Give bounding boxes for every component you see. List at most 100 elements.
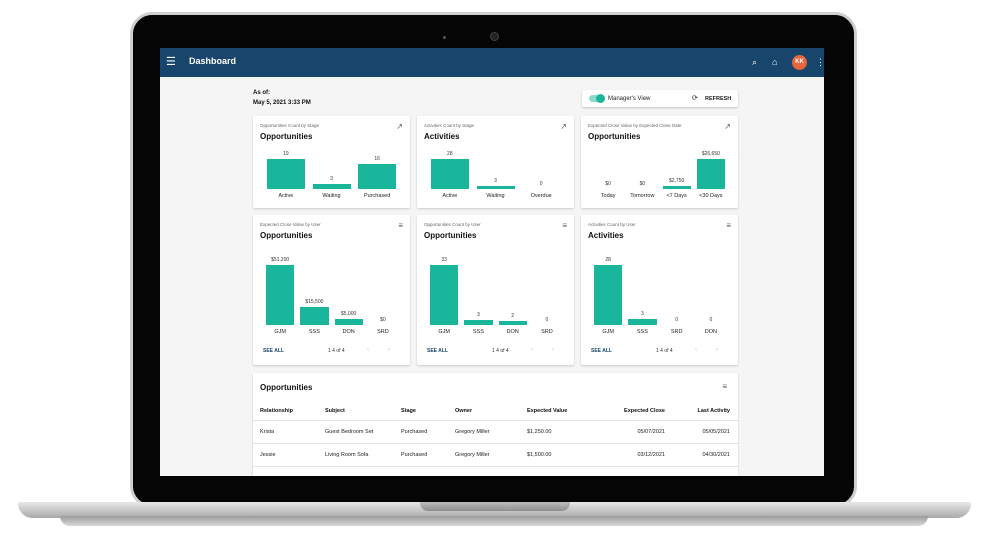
bar[interactable] xyxy=(498,321,527,325)
next-page-icon[interactable]: › xyxy=(552,347,554,353)
data-label: 28 xyxy=(605,257,611,263)
card-title: Opportunities xyxy=(260,132,313,141)
next-page-icon[interactable]: › xyxy=(716,347,718,353)
refresh-button[interactable]: REFRESH xyxy=(705,96,732,102)
category-label: SRD xyxy=(541,329,553,335)
chart-card-3: Expected Close Value by Expected Close D… xyxy=(581,116,738,208)
category-label: DON xyxy=(704,329,717,335)
data-label: 0 xyxy=(539,181,543,187)
data-label: 3 xyxy=(330,176,333,183)
menu-icon[interactable]: ☰ xyxy=(166,56,176,68)
pagination-label: 1 4 of 4 xyxy=(492,348,509,354)
data-label: $2,750 xyxy=(668,177,685,184)
data-label: $5,000 xyxy=(340,311,357,318)
bar[interactable] xyxy=(334,319,363,325)
category-label: DON xyxy=(506,329,519,335)
see-all-link[interactable]: SEE ALL xyxy=(591,348,612,354)
row-divider xyxy=(253,420,738,421)
more-vertical-icon[interactable]: ⋮ xyxy=(816,57,824,67)
data-label: 19 xyxy=(283,151,289,157)
column-header[interactable]: Last Activity xyxy=(697,408,730,414)
data-label: $0 xyxy=(380,317,386,323)
category-label: <30 Days xyxy=(699,193,723,199)
prev-page-icon[interactable]: ‹ xyxy=(531,347,533,353)
chart-card-1: Opportunities Count by Stage Opportunitie… xyxy=(253,116,410,208)
data-label: 0 xyxy=(709,317,713,323)
data-label: 0 xyxy=(545,317,549,323)
column-header[interactable]: Stage xyxy=(401,408,416,414)
open-external-icon[interactable]: ↗ xyxy=(396,122,403,131)
bar[interactable] xyxy=(266,265,295,325)
app-screen: ☰ Dashboard ⌕ ⌂ KK ⋮ As of: May 5, 2021 … xyxy=(160,48,824,476)
open-external-icon[interactable]: ↗ xyxy=(560,122,567,131)
category-label: Waiting xyxy=(486,193,505,199)
data-label: 3 xyxy=(494,177,497,184)
category-label: <7 Days xyxy=(666,193,687,199)
filter-icon[interactable]: ≡ xyxy=(722,382,727,391)
bar[interactable] xyxy=(300,306,329,325)
bar[interactable] xyxy=(594,265,623,325)
filter-icon[interactable]: ≡ xyxy=(562,221,567,230)
table-cell: $1,500.00 xyxy=(527,452,552,458)
column-header[interactable]: Expected Value xyxy=(527,408,568,414)
table-cell: 05/05/2021 xyxy=(702,429,730,435)
category-label: SRD xyxy=(377,329,389,335)
manager-view-label: Manager's View xyxy=(608,96,651,102)
data-label: 0 xyxy=(675,317,679,323)
table-cell: Purchased xyxy=(401,452,428,458)
see-all-link[interactable]: SEE ALL xyxy=(263,348,284,354)
table-cell: $1,250.00 xyxy=(527,429,552,435)
column-header[interactable]: Relationship xyxy=(260,408,294,414)
prev-page-icon[interactable]: ‹ xyxy=(695,347,697,353)
filter-icon[interactable]: ≡ xyxy=(726,221,731,230)
bar[interactable] xyxy=(430,265,459,325)
home-icon[interactable]: ⌂ xyxy=(772,57,778,67)
bar[interactable] xyxy=(312,184,351,189)
bar[interactable] xyxy=(266,159,305,189)
table-cell: 03/12/2021 xyxy=(637,452,665,458)
data-label: $0 xyxy=(639,181,646,187)
opportunities-table-card: Opportunities ≡ Relationship Subject Stage… xyxy=(253,373,738,476)
open-external-icon[interactable]: ↗ xyxy=(724,122,731,131)
bar[interactable] xyxy=(662,185,691,189)
bar[interactable] xyxy=(464,319,493,325)
next-page-icon[interactable]: › xyxy=(388,347,390,353)
app-bar: ☰ Dashboard ⌕ ⌂ KK ⋮ xyxy=(160,48,824,77)
toggle-knob[interactable] xyxy=(596,94,605,103)
see-all-link[interactable]: SEE ALL xyxy=(427,348,448,354)
category-label: Tomorrow xyxy=(630,193,655,199)
data-label: 3 xyxy=(476,311,480,318)
card-subtitle: Opportunities Count by Stage xyxy=(260,123,320,128)
category-label: Waiting xyxy=(322,193,341,199)
laptop-notch xyxy=(420,502,570,511)
card-subtitle: Activities Count by Stage xyxy=(424,123,475,128)
refresh-icon[interactable]: ⟳ xyxy=(692,95,698,102)
card-subtitle: Opportunities Count by User xyxy=(424,222,481,227)
data-label: 2 xyxy=(511,313,515,320)
data-label: $0 xyxy=(605,181,611,187)
data-label: $51,200 xyxy=(271,257,290,263)
bar[interactable] xyxy=(696,159,725,189)
avatar[interactable]: KK xyxy=(792,55,807,70)
column-header[interactable]: Owner xyxy=(455,408,473,414)
manager-view-panel: Manager's View ⟳ REFRESH xyxy=(582,90,738,107)
webcam xyxy=(490,32,499,41)
manager-view-toggle[interactable] xyxy=(589,95,602,102)
filter-icon[interactable]: ≡ xyxy=(398,221,403,230)
pagination-label: 1 4 of 4 xyxy=(328,348,345,354)
category-label: DON xyxy=(342,329,355,335)
category-label: GJM xyxy=(602,329,614,335)
prev-page-icon[interactable]: ‹ xyxy=(367,347,369,353)
bar[interactable] xyxy=(476,185,515,189)
bar[interactable] xyxy=(430,159,469,189)
category-label: SSS xyxy=(636,329,648,335)
column-header[interactable]: Subject xyxy=(325,408,345,414)
card-title: Opportunities xyxy=(260,231,313,240)
laptop-base-bottom xyxy=(60,516,928,526)
data-label: $26,650 xyxy=(701,151,720,157)
bar[interactable] xyxy=(358,163,397,189)
search-icon[interactable]: ⌕ xyxy=(752,57,758,67)
column-header[interactable]: Expected Close xyxy=(624,408,665,414)
category-label: SSS xyxy=(472,329,484,335)
bar[interactable] xyxy=(628,318,657,325)
